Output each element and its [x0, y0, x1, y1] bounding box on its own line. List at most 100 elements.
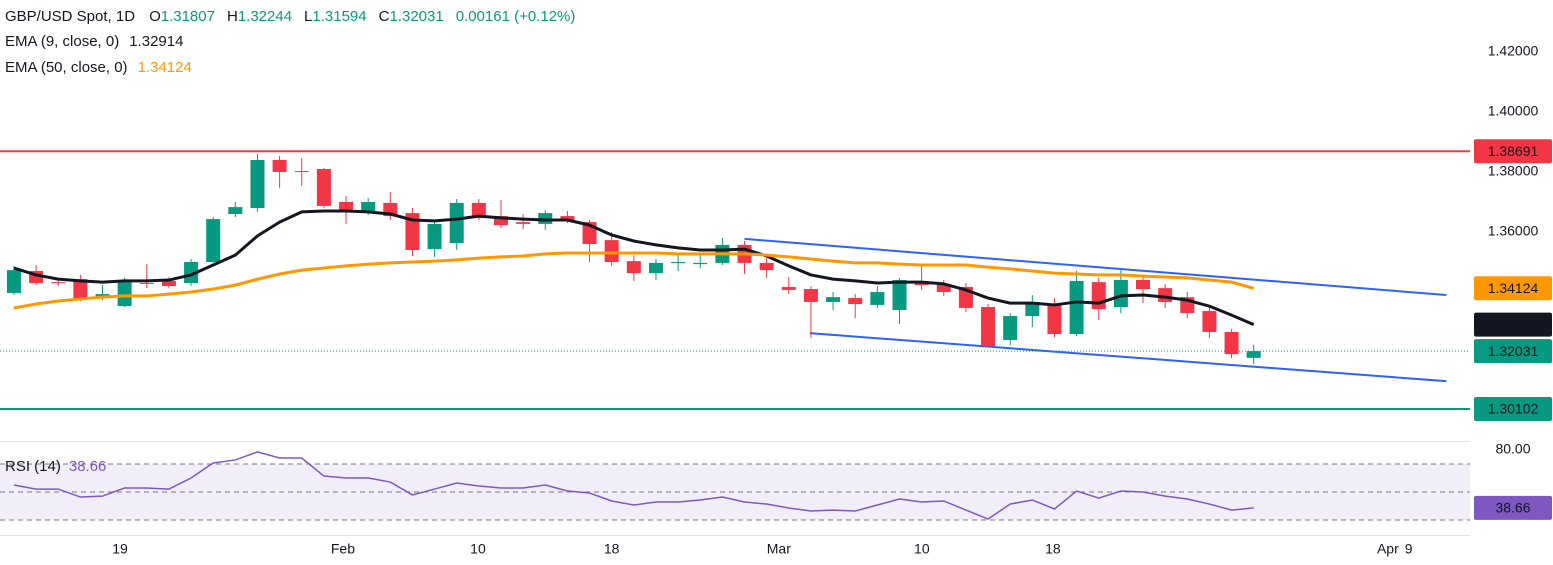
ema-value-tag-bg: [1474, 276, 1552, 301]
candle-body: [1047, 304, 1062, 335]
candle-body: [936, 283, 951, 293]
candle-body: [139, 283, 154, 285]
rsi-legend-name: RSI (14): [5, 458, 61, 475]
candle-body: [516, 222, 531, 224]
ohlc-value: 1.31594: [312, 8, 366, 25]
level-label-bg: [1474, 397, 1552, 422]
candle-body: [1113, 280, 1128, 308]
candle-body: [981, 307, 996, 347]
ema-legend-value: 1.32914: [129, 33, 183, 50]
candle-body: [493, 216, 508, 226]
candle-body: [206, 219, 221, 263]
ohlc-label: H: [227, 8, 238, 25]
candle-body: [604, 240, 619, 263]
ema-legend-name: EMA (9, close, 0): [5, 33, 119, 50]
plot-area: [0, 150, 1470, 521]
level-label: 1.38691: [1488, 143, 1539, 159]
candle-body: [1246, 351, 1261, 358]
candle-body: [294, 171, 309, 173]
ohlc-value: 1.31807: [161, 8, 215, 25]
rsi-legend: RSI (14) 38.66: [5, 458, 106, 475]
candle-body: [560, 216, 575, 221]
candle-body: [250, 159, 265, 208]
candle-body: [781, 286, 796, 290]
candle-body: [339, 201, 354, 212]
candle-body: [427, 223, 442, 250]
ema-legend: EMA (9, close, 0) 1.32914: [5, 33, 183, 50]
candle-body: [228, 207, 243, 214]
rsi-value-tag-bg: [1474, 495, 1552, 520]
candle-body: [272, 159, 287, 172]
header-line: GBP/USD Spot, 1D O1.31807 H1.32244 L1.31594…: [5, 8, 575, 25]
candle-body: [648, 262, 663, 274]
ema-value-tag: 1.34124: [1488, 280, 1539, 296]
y-tick-label: 80.00: [1495, 441, 1530, 457]
candle-body: [848, 298, 863, 305]
ema-value-tag: 1.32914: [1488, 316, 1539, 332]
ohlc-label: C: [379, 8, 390, 25]
x-tick-label: Apr: [1377, 541, 1399, 557]
y-tick-label: 1.38000: [1488, 163, 1539, 179]
x-tick-label: 10: [914, 541, 930, 557]
candle-body: [1091, 282, 1106, 310]
rsi-value-tag: 38.66: [1495, 500, 1530, 516]
rsi-legend-value: 38.66: [69, 458, 107, 475]
candle-body: [826, 297, 841, 302]
ohlc-value: 1.32244: [238, 8, 292, 25]
candle-body: [449, 202, 464, 244]
candle-body: [1069, 280, 1084, 335]
candle-body: [693, 262, 708, 265]
x-tick-label: 9: [1405, 541, 1413, 557]
y-tick-label: 1.40000: [1488, 103, 1539, 119]
candle-body: [73, 279, 88, 299]
ohlc-value: 1.32031: [389, 8, 443, 25]
legend: GBP/USD Spot, 1D O1.31807 H1.32244 L1.31594…: [5, 8, 575, 475]
candle-body: [1158, 288, 1173, 302]
channel-line: [744, 237, 1447, 297]
x-tick-label: Feb: [331, 541, 355, 557]
candle-body: [1003, 316, 1018, 341]
x-tick-label: Mar: [767, 541, 791, 557]
candle-body: [405, 213, 420, 251]
candle-body: [316, 168, 331, 206]
ema-line: [13, 209, 1255, 327]
level-label: 1.30102: [1488, 401, 1539, 417]
candle-body: [759, 262, 774, 271]
candle-body: [1202, 310, 1217, 332]
last-price-tag: 1.32031: [1488, 343, 1539, 359]
candle-body: [117, 282, 132, 307]
candle-body: [803, 289, 818, 302]
y-tick-label: 1.36000: [1488, 223, 1539, 239]
candle-body: [184, 262, 199, 284]
candle-body: [6, 270, 21, 293]
ema-legend-value: 1.34124: [138, 59, 192, 76]
candle-body: [161, 280, 176, 287]
axis-layer: 1.42000 1.40000 1.38000 1.36000 19 Feb 10 18 Mar…: [112, 43, 1552, 557]
y-tick-label: 1.42000: [1488, 43, 1539, 59]
rsi-line: [13, 451, 1254, 520]
ema-value-tag-bg: [1474, 312, 1552, 337]
ema-line: [13, 251, 1255, 310]
x-tick-label: 18: [604, 541, 620, 557]
level-label-bg: [1474, 139, 1552, 164]
change: 0.00161 (+0.12%): [456, 8, 576, 25]
ema-legend: EMA (50, close, 0) 1.34124: [5, 59, 192, 76]
candle-body: [1136, 280, 1151, 290]
last-price-tag-bg: [1474, 339, 1552, 364]
channel-line: [809, 332, 1447, 383]
x-tick-label: 10: [470, 541, 486, 557]
candle-body: [870, 292, 885, 305]
candle-body: [671, 262, 686, 264]
ohlc-label: O: [149, 8, 161, 25]
ohlc-label: L: [304, 8, 312, 25]
symbol: GBP/USD Spot, 1D: [5, 8, 135, 25]
ema-legend-name: EMA (50, close, 0): [5, 59, 128, 76]
x-tick-label: 19: [112, 541, 128, 557]
candle-body: [1224, 331, 1239, 355]
x-tick-label: 18: [1045, 541, 1061, 557]
grid-layer: [0, 441, 1470, 536]
candle-body: [471, 202, 486, 218]
candle-body: [1025, 301, 1040, 317]
candle-body: [626, 261, 641, 274]
